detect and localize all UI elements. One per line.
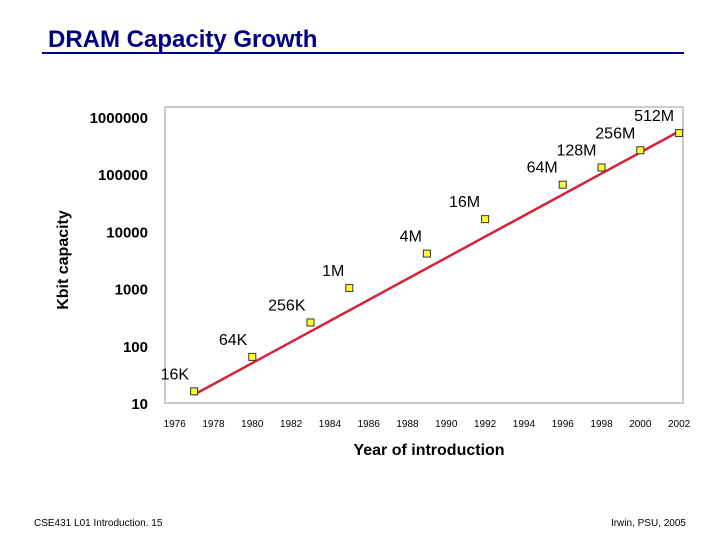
y-tick-label: 1000 bbox=[115, 282, 148, 299]
trend-line bbox=[193, 130, 680, 396]
footer-author-label: Irwin, PSU, 2005 bbox=[610, 518, 686, 529]
data-label-16k: 16K bbox=[161, 366, 190, 383]
x-axis-title: Year of introduction bbox=[353, 442, 504, 459]
x-tick-label: 1998 bbox=[590, 419, 613, 430]
footer-course-label: CSE431 L01 Introduction. 15 bbox=[34, 518, 163, 529]
data-point-16k bbox=[190, 387, 199, 396]
data-point-4m bbox=[422, 249, 431, 258]
x-tick-label: 2002 bbox=[668, 419, 691, 430]
data-label-128m: 128M bbox=[556, 142, 596, 159]
x-tick-label: 1978 bbox=[202, 419, 225, 430]
data-label-1m: 1M bbox=[322, 263, 344, 280]
y-tick-label: 10000 bbox=[106, 224, 148, 241]
data-point-16m bbox=[481, 215, 490, 224]
data-label-256m: 256M bbox=[595, 125, 635, 142]
x-tick-label: 2000 bbox=[629, 419, 652, 430]
x-tick-label: 1992 bbox=[474, 419, 497, 430]
title-underline bbox=[42, 52, 684, 54]
x-tick-label: 1982 bbox=[280, 419, 303, 430]
data-label-512m: 512M bbox=[634, 108, 674, 125]
x-tick-label: 1996 bbox=[552, 419, 575, 430]
data-point-128m bbox=[597, 163, 606, 172]
x-tick-label: 1980 bbox=[241, 419, 264, 430]
x-tick-label: 1990 bbox=[435, 419, 458, 430]
y-tick-label: 100000 bbox=[98, 167, 148, 184]
data-point-64m bbox=[558, 180, 567, 189]
x-tick-label: 1986 bbox=[358, 419, 381, 430]
data-point-256k bbox=[306, 318, 315, 327]
y-axis-title: Kbit capacity bbox=[55, 210, 72, 310]
data-label-64m: 64M bbox=[527, 160, 558, 177]
data-point-64k bbox=[248, 352, 257, 361]
y-tick-label: 1000000 bbox=[90, 110, 148, 127]
data-point-512m bbox=[675, 129, 684, 138]
data-point-1m bbox=[345, 284, 354, 293]
data-point-256m bbox=[636, 146, 645, 155]
plot-area-frame bbox=[164, 106, 684, 404]
x-tick-label: 1994 bbox=[513, 419, 536, 430]
data-label-256k: 256K bbox=[268, 297, 306, 314]
x-tick-label: 1988 bbox=[396, 419, 419, 430]
x-tick-label: 1976 bbox=[164, 419, 187, 430]
data-label-4m: 4M bbox=[400, 229, 422, 246]
slide-title: DRAM Capacity Growth bbox=[48, 26, 318, 53]
y-tick-label: 10 bbox=[131, 396, 148, 413]
x-tick-label: 1984 bbox=[319, 419, 342, 430]
y-tick-label: 100 bbox=[123, 339, 148, 356]
data-label-16m: 16M bbox=[449, 194, 480, 211]
data-label-64k: 64K bbox=[219, 332, 248, 349]
